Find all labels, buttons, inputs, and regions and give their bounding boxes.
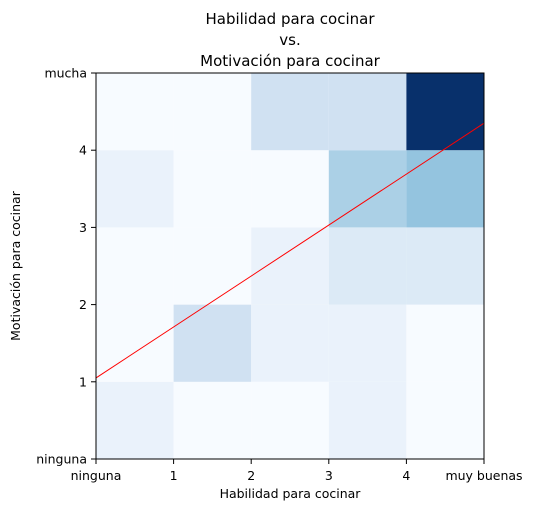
x-tick-label: ninguna xyxy=(71,468,122,483)
y-tick-label: 4 xyxy=(79,143,87,158)
heatmap-cell xyxy=(328,73,407,151)
heatmap-cell xyxy=(96,227,174,305)
heatmap-cell xyxy=(173,381,252,459)
heatmap-cell xyxy=(96,73,174,151)
chart-title: Habilidad para cocinar vs. Motivación pa… xyxy=(200,10,380,70)
plot-frame xyxy=(95,72,485,460)
title-line-2: vs. xyxy=(279,31,300,49)
y-tick-label: 1 xyxy=(79,374,87,389)
heatmap-cell xyxy=(251,150,329,228)
y-tick-label: mucha xyxy=(44,66,87,81)
y-axis-label: Motivación para cocinar xyxy=(8,190,23,341)
y-tick-label: 2 xyxy=(79,297,87,312)
x-axis-ticks: ninguna 1 2 3 4 muy buenas xyxy=(71,459,523,483)
heatmap-cell xyxy=(173,73,252,151)
fit-line-group xyxy=(95,122,485,379)
heatmap-cell xyxy=(406,150,484,228)
heatmap-cell xyxy=(328,227,407,305)
heatmap-cell xyxy=(173,150,252,228)
x-tick-label: muy buenas xyxy=(445,468,522,483)
x-tick-label: 2 xyxy=(247,468,255,483)
fit-line xyxy=(95,122,485,379)
heatmap-cell xyxy=(406,227,484,305)
heatmap-cell xyxy=(251,227,329,305)
y-tick-label: ninguna xyxy=(36,452,87,467)
heatmap-cell xyxy=(96,150,174,228)
heatmap-cell xyxy=(173,227,252,305)
heatmap-cell xyxy=(251,73,329,151)
x-axis-label: Habilidad para cocinar xyxy=(220,486,362,501)
heatmap-cell xyxy=(251,381,329,459)
y-axis-ticks: ninguna 1 2 3 4 mucha xyxy=(36,66,96,467)
heatmap-cell xyxy=(328,304,407,382)
heatmap-cell xyxy=(96,381,174,459)
heatmap-cell xyxy=(251,304,329,382)
x-tick-label: 4 xyxy=(402,468,410,483)
heatmap-cells xyxy=(96,73,484,459)
heatmap-cell xyxy=(328,150,407,228)
title-line-1: Habilidad para cocinar xyxy=(205,10,375,28)
heatmap-cell xyxy=(406,381,484,459)
x-tick-label: 3 xyxy=(325,468,333,483)
heatmap-cell xyxy=(173,304,252,382)
heatmap-cell xyxy=(328,381,407,459)
heatmap-cell xyxy=(406,73,484,151)
title-line-3: Motivación para cocinar xyxy=(200,52,380,70)
heatmap-cell xyxy=(406,304,484,382)
y-tick-label: 3 xyxy=(79,220,87,235)
x-tick-label: 1 xyxy=(170,468,178,483)
